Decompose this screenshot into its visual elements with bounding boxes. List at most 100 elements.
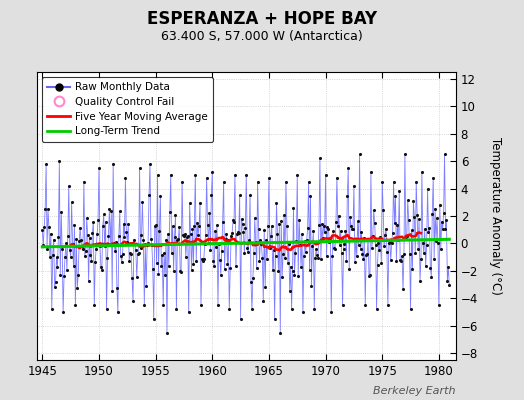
Point bbox=[135, 165, 144, 171]
Point bbox=[118, 251, 127, 257]
Point bbox=[100, 211, 108, 218]
Point bbox=[336, 228, 345, 234]
Point bbox=[245, 237, 253, 244]
Point bbox=[255, 258, 264, 264]
Point bbox=[121, 174, 129, 181]
Point bbox=[195, 223, 203, 229]
Point bbox=[309, 228, 318, 235]
Point bbox=[438, 218, 446, 225]
Point bbox=[303, 225, 312, 232]
Point bbox=[144, 240, 152, 246]
Point bbox=[217, 247, 226, 254]
Point bbox=[40, 224, 48, 230]
Point bbox=[128, 275, 136, 282]
Point bbox=[246, 192, 254, 199]
Point bbox=[253, 264, 261, 271]
Point bbox=[249, 250, 258, 256]
Point bbox=[347, 223, 355, 229]
Point bbox=[321, 172, 330, 178]
Point bbox=[331, 246, 339, 253]
Point bbox=[354, 218, 362, 224]
Point bbox=[298, 230, 306, 237]
Point bbox=[262, 237, 270, 243]
Point bbox=[285, 241, 293, 248]
Point bbox=[230, 218, 238, 225]
Point bbox=[422, 242, 431, 249]
Point bbox=[366, 272, 374, 278]
Point bbox=[143, 242, 151, 248]
Point bbox=[104, 232, 113, 239]
Point bbox=[418, 169, 426, 175]
Point bbox=[176, 268, 184, 274]
Point bbox=[163, 329, 171, 336]
Point bbox=[388, 230, 397, 236]
Point bbox=[249, 275, 257, 281]
Point bbox=[146, 161, 154, 167]
Point bbox=[147, 235, 155, 242]
Point bbox=[154, 271, 162, 277]
Point bbox=[38, 227, 47, 234]
Point bbox=[166, 209, 174, 215]
Point bbox=[102, 218, 110, 225]
Point bbox=[97, 264, 105, 270]
Point bbox=[268, 267, 277, 274]
Point bbox=[202, 174, 211, 181]
Point bbox=[335, 241, 344, 248]
Point bbox=[254, 226, 263, 233]
Point bbox=[228, 230, 236, 236]
Point bbox=[375, 246, 384, 253]
Point bbox=[264, 223, 272, 230]
Point bbox=[215, 241, 223, 248]
Point bbox=[189, 261, 198, 268]
Point bbox=[268, 222, 276, 229]
Point bbox=[365, 273, 373, 280]
Point bbox=[157, 262, 166, 269]
Point bbox=[305, 267, 314, 273]
Point bbox=[222, 231, 231, 238]
Point bbox=[299, 309, 307, 315]
Point bbox=[403, 197, 412, 204]
Point bbox=[235, 192, 244, 199]
Point bbox=[372, 242, 380, 248]
Point bbox=[286, 288, 294, 295]
Point bbox=[300, 253, 308, 260]
Point bbox=[93, 231, 101, 238]
Point bbox=[360, 234, 368, 241]
Point bbox=[340, 241, 348, 247]
Point bbox=[373, 262, 381, 268]
Point bbox=[273, 230, 281, 237]
Point bbox=[56, 272, 64, 278]
Point bbox=[130, 236, 138, 243]
Point bbox=[250, 215, 259, 221]
Point bbox=[103, 254, 112, 261]
Point bbox=[383, 249, 391, 255]
Point bbox=[187, 267, 195, 273]
Point bbox=[429, 174, 438, 181]
Point bbox=[440, 151, 449, 158]
Point bbox=[148, 241, 156, 248]
Point bbox=[321, 228, 329, 235]
Point bbox=[141, 241, 149, 247]
Point bbox=[152, 260, 161, 266]
Point bbox=[178, 178, 186, 185]
Point bbox=[368, 233, 377, 239]
Point bbox=[297, 264, 305, 270]
Point bbox=[81, 252, 89, 259]
Point bbox=[226, 265, 234, 272]
Point bbox=[181, 231, 189, 237]
Point bbox=[162, 237, 170, 243]
Point bbox=[400, 250, 408, 257]
Point bbox=[155, 228, 163, 234]
Point bbox=[234, 229, 242, 236]
Point bbox=[391, 193, 400, 200]
Point bbox=[433, 215, 441, 221]
Point bbox=[374, 240, 383, 246]
Point bbox=[280, 212, 288, 218]
Point bbox=[229, 217, 237, 223]
Point bbox=[409, 198, 418, 204]
Point bbox=[109, 161, 117, 167]
Point bbox=[342, 258, 351, 264]
Point bbox=[182, 234, 191, 240]
Point bbox=[279, 251, 287, 257]
Point bbox=[127, 251, 135, 257]
